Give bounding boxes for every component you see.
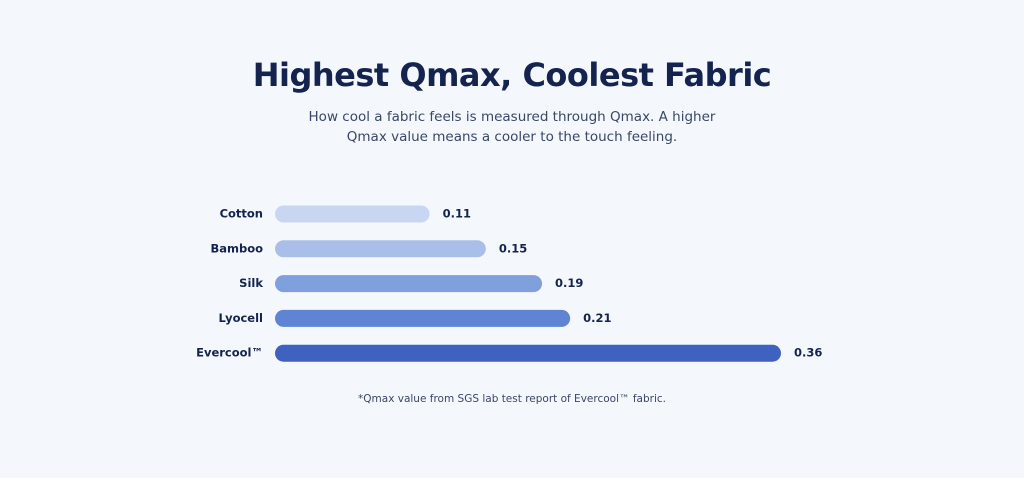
bar <box>275 309 571 327</box>
bar <box>275 240 486 258</box>
bar <box>275 344 781 362</box>
footnote: *Qmax value from SGS lab test report of … <box>358 393 666 405</box>
value-label: 0.21 <box>583 311 611 325</box>
value-label: 0.15 <box>499 241 527 255</box>
chart-subtitle: How cool a fabric feels is measured thro… <box>308 109 716 145</box>
value-label: 0.36 <box>794 346 822 360</box>
value-label: 0.19 <box>555 276 583 290</box>
category-label: Evercool™ <box>196 346 263 360</box>
chart-title: Highest Qmax, Coolest Fabric <box>252 56 772 94</box>
value-label: 0.11 <box>443 207 471 221</box>
bar <box>275 275 543 293</box>
category-label: Silk <box>239 276 263 290</box>
category-label: Bamboo <box>210 241 263 255</box>
bar <box>275 205 430 223</box>
category-label: Lyocell <box>219 311 263 325</box>
category-label: Cotton <box>220 207 263 221</box>
